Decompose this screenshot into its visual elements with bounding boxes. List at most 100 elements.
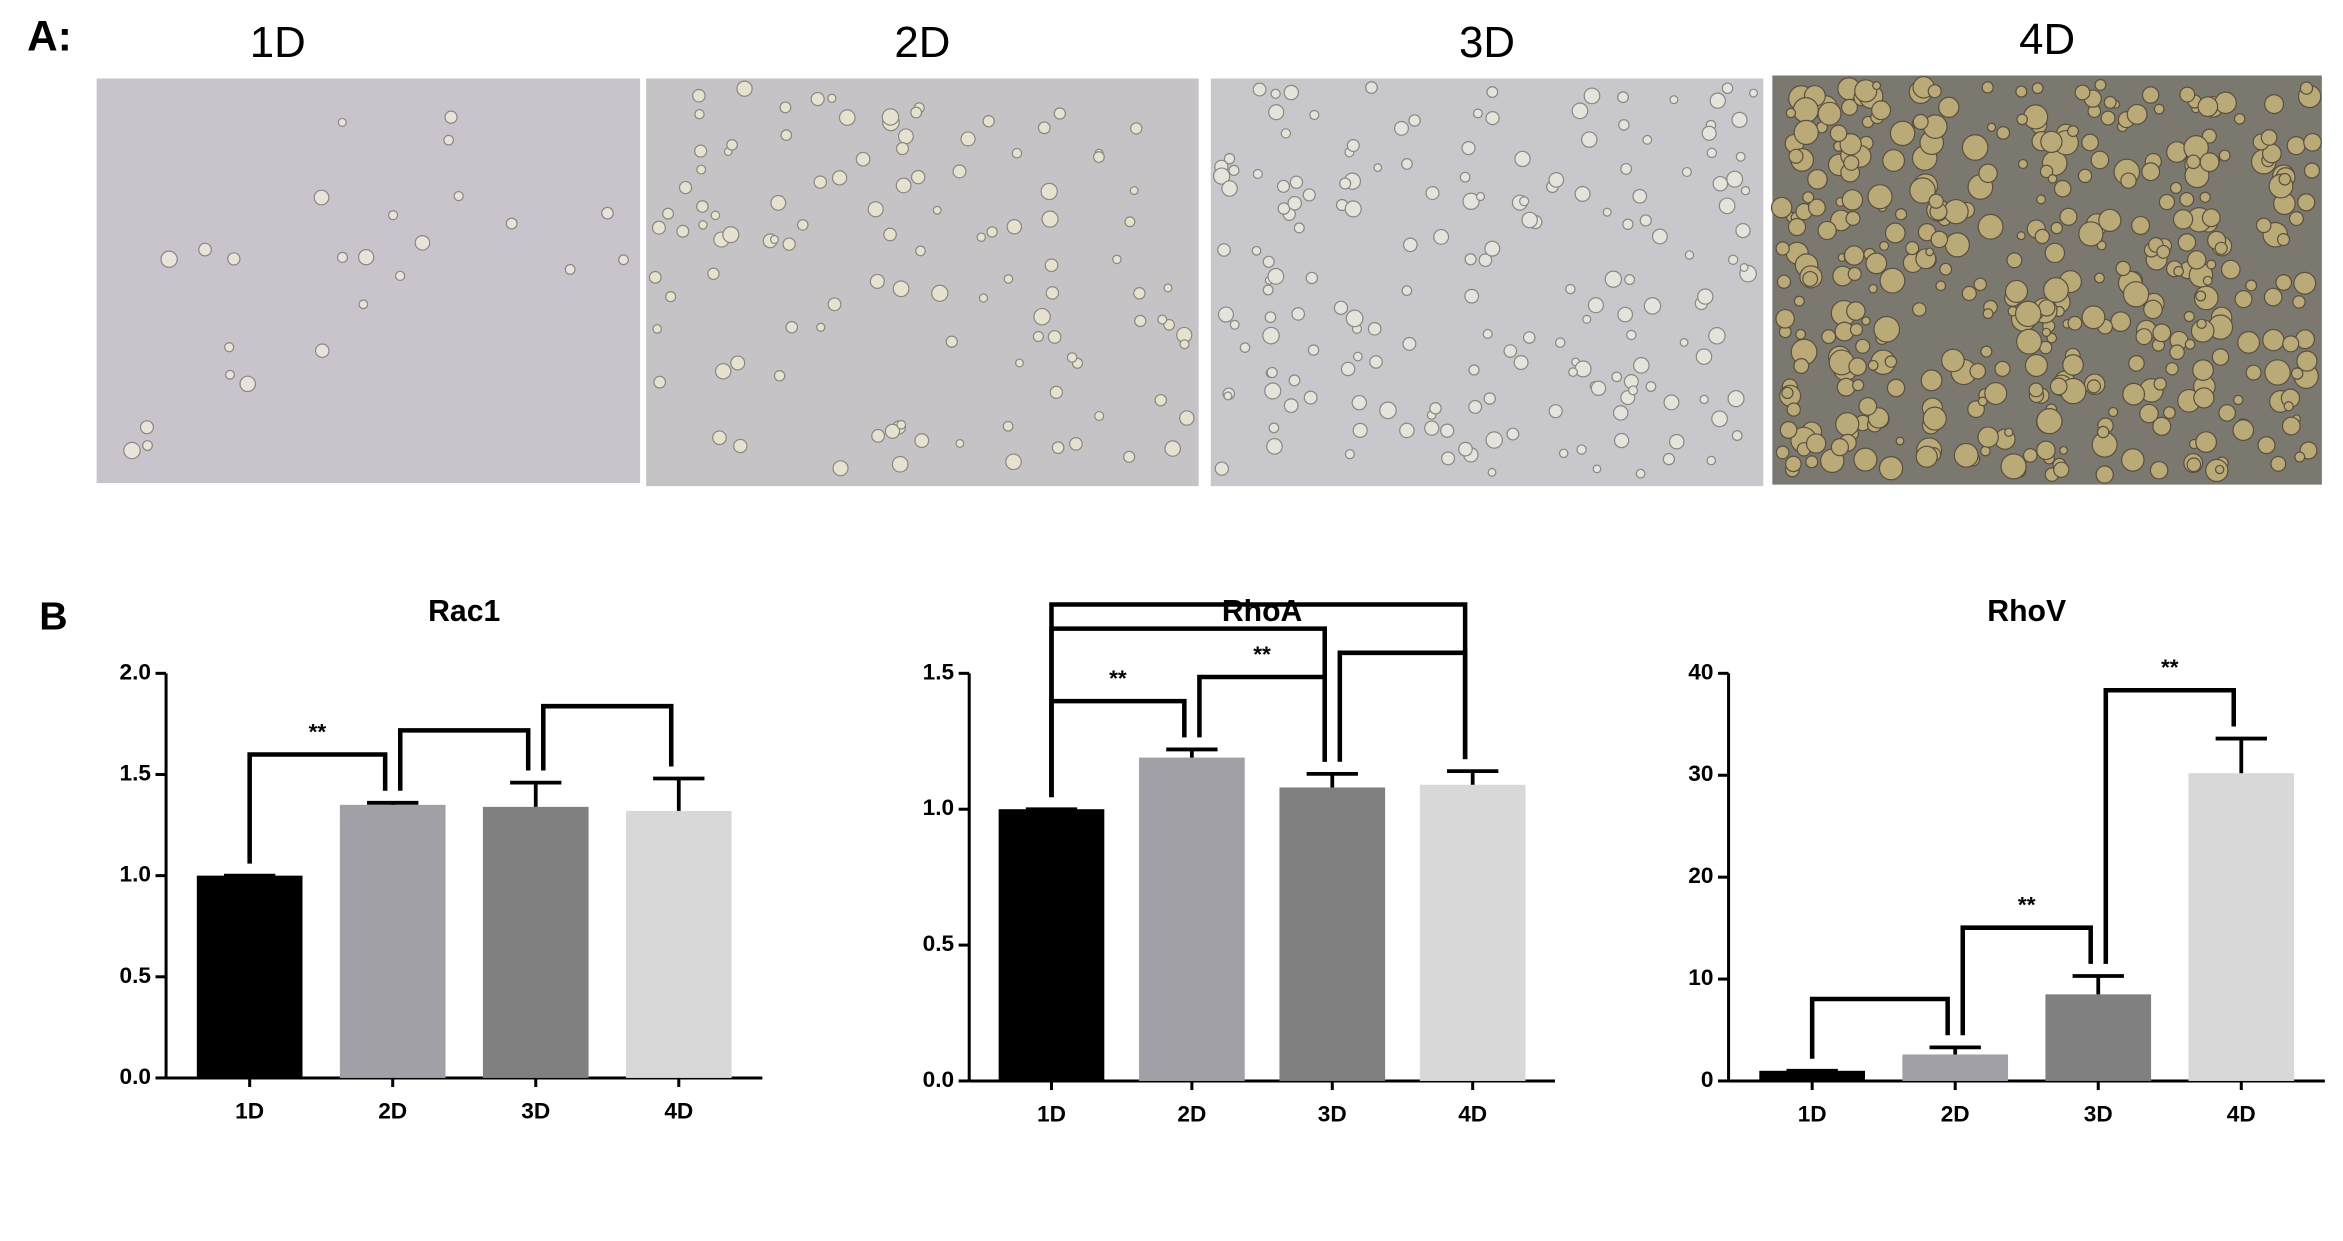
cell <box>945 335 958 348</box>
cell <box>1706 147 1718 159</box>
cell <box>1679 338 1689 347</box>
cell <box>2278 172 2292 186</box>
cell <box>1402 237 1418 253</box>
cell <box>1662 452 1676 466</box>
x-tick-label: 3D <box>521 1099 550 1124</box>
cell <box>2197 96 2219 118</box>
cell <box>1401 158 1413 170</box>
cell <box>1045 286 1060 300</box>
cell <box>2195 290 2207 302</box>
cell <box>2214 464 2225 475</box>
cell <box>662 207 675 220</box>
cell <box>2016 328 2043 355</box>
significance-label: ** <box>1109 666 1127 691</box>
cell <box>2162 406 2176 420</box>
cell <box>1289 175 1304 189</box>
cell <box>1571 102 1589 120</box>
significance-bracket <box>2103 687 2237 964</box>
cell <box>2031 82 2044 95</box>
x-tick-label: 4D <box>1458 1102 1487 1127</box>
chart-title: RhoA <box>1222 595 1302 628</box>
cell <box>1978 163 1998 184</box>
cell <box>1852 379 1865 392</box>
cell <box>813 175 828 189</box>
cell <box>1787 217 1807 237</box>
cell <box>1748 88 1758 98</box>
cell <box>653 375 667 389</box>
cell <box>1228 164 1240 176</box>
cell <box>618 254 629 266</box>
cell <box>1909 177 1936 204</box>
cell <box>1590 380 1607 396</box>
cell <box>2179 86 2196 103</box>
cell <box>2193 387 2215 409</box>
cell <box>1622 218 1634 230</box>
cell <box>2281 416 2301 436</box>
y-tick-label: 30 <box>1688 761 1713 786</box>
cell <box>1351 394 1368 411</box>
cell <box>2264 94 2285 115</box>
cell <box>914 433 930 449</box>
cell <box>1264 311 1277 324</box>
cell <box>1468 399 1483 414</box>
cell <box>1519 196 1530 207</box>
cell <box>2126 103 2148 125</box>
cell <box>694 108 705 120</box>
cell <box>564 264 576 275</box>
cell <box>2186 154 2201 170</box>
cell <box>730 355 746 371</box>
cell <box>1221 180 1238 197</box>
cell <box>1624 274 1636 286</box>
cell <box>1922 406 1947 431</box>
cell <box>1620 162 1633 175</box>
cell <box>2135 328 2153 346</box>
cell <box>2179 192 2195 207</box>
cell <box>1133 286 1146 300</box>
cell <box>2184 338 2196 350</box>
cell <box>1548 404 1563 419</box>
cell <box>2196 318 2207 330</box>
cell <box>1858 397 1878 416</box>
cell <box>2006 252 2023 269</box>
cell <box>2218 149 2231 162</box>
cell <box>1399 422 1415 439</box>
cell <box>1602 207 1612 217</box>
cell <box>1506 427 1520 441</box>
charts: Rac1 0.0 0.5 1.0 1.5 2.0 1D 2D 3D 4D ** RhoA 0.0 0.5 1… <box>120 595 2325 1127</box>
cell <box>1727 390 1745 408</box>
cell <box>1920 369 1943 392</box>
x-tick-label: 3D <box>1318 1102 1347 1127</box>
cell <box>1849 323 1864 337</box>
cell <box>2283 401 2294 412</box>
cell <box>1639 214 1652 227</box>
cell <box>1464 288 1480 304</box>
cell <box>2041 327 2052 338</box>
cell <box>1632 188 1648 204</box>
cell <box>884 423 901 439</box>
cell <box>881 108 900 126</box>
cell <box>1925 247 1935 257</box>
cell <box>313 189 330 206</box>
cell <box>2115 260 2131 277</box>
cell <box>871 428 886 443</box>
cell <box>652 324 663 334</box>
cell <box>1830 438 1850 457</box>
cell <box>2282 335 2300 353</box>
cell <box>1367 321 1382 336</box>
cell <box>1821 329 1837 345</box>
image-label: 2D <box>894 18 950 67</box>
x-tick-label: 2D <box>1177 1102 1206 1127</box>
cell <box>1307 344 1320 356</box>
cell <box>160 250 178 268</box>
cell <box>1283 398 1299 414</box>
cell <box>1214 461 1230 476</box>
cell <box>1651 228 1668 245</box>
y-tick-label: 2.0 <box>120 659 151 684</box>
cell <box>453 190 464 202</box>
y-tick-label: 1.0 <box>120 862 151 887</box>
cell <box>1424 420 1440 436</box>
cell <box>796 219 809 231</box>
cell <box>1592 464 1602 474</box>
cell <box>2121 448 2145 472</box>
cell <box>1709 92 1726 109</box>
